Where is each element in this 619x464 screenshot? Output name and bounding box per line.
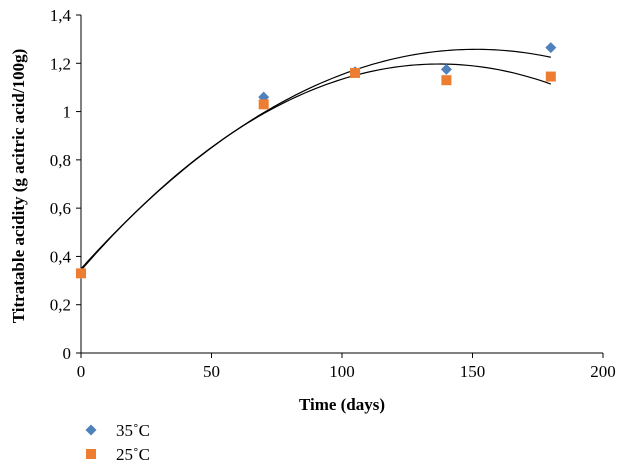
trendline-2 [80,63,551,271]
y-axis-ticks: 0 0,2 0,4 0,6 0,8 1 1,2 1,4 [50,6,81,363]
trendline-1 [80,48,551,270]
y-tick-label: 1 [63,103,72,122]
legend: 35˚C 25˚C [85,421,150,464]
trendlines [80,48,551,271]
data-point-series-2 [350,67,361,78]
legend-marker-series-1 [85,424,97,436]
data-point-series-1 [440,63,452,75]
y-tick-label: 0,4 [50,247,72,266]
data-point-series-2 [76,268,86,279]
x-axis-title: Time (days) [299,395,385,414]
y-tick-label: 0,8 [50,151,71,170]
x-tick-label: 200 [590,362,616,381]
y-tick-label: 1,4 [50,6,72,25]
y-tick-label: 0,6 [50,199,71,218]
x-axis-ticks: 0 50 100 150 200 [77,353,616,381]
legend-marker-series-2 [86,449,96,459]
x-tick-label: 50 [203,362,220,381]
data-point-series-2 [258,99,269,110]
y-tick-label: 0 [63,344,72,363]
data-point-series-1 [545,42,557,54]
data-points [75,42,557,279]
y-tick-label: 0,2 [50,296,71,315]
legend-label-series-2: 25˚C [116,445,150,464]
y-axis-title: Titratable acidity (g acitric acid/100g) [9,49,28,323]
x-tick-label: 150 [460,362,486,381]
data-point-series-2 [545,71,556,82]
x-tick-label: 0 [77,362,86,381]
data-point-series-2 [441,75,452,86]
y-tick-label: 1,2 [50,54,71,73]
legend-label-series-1: 35˚C [116,421,150,440]
x-tick-label: 100 [329,362,355,381]
